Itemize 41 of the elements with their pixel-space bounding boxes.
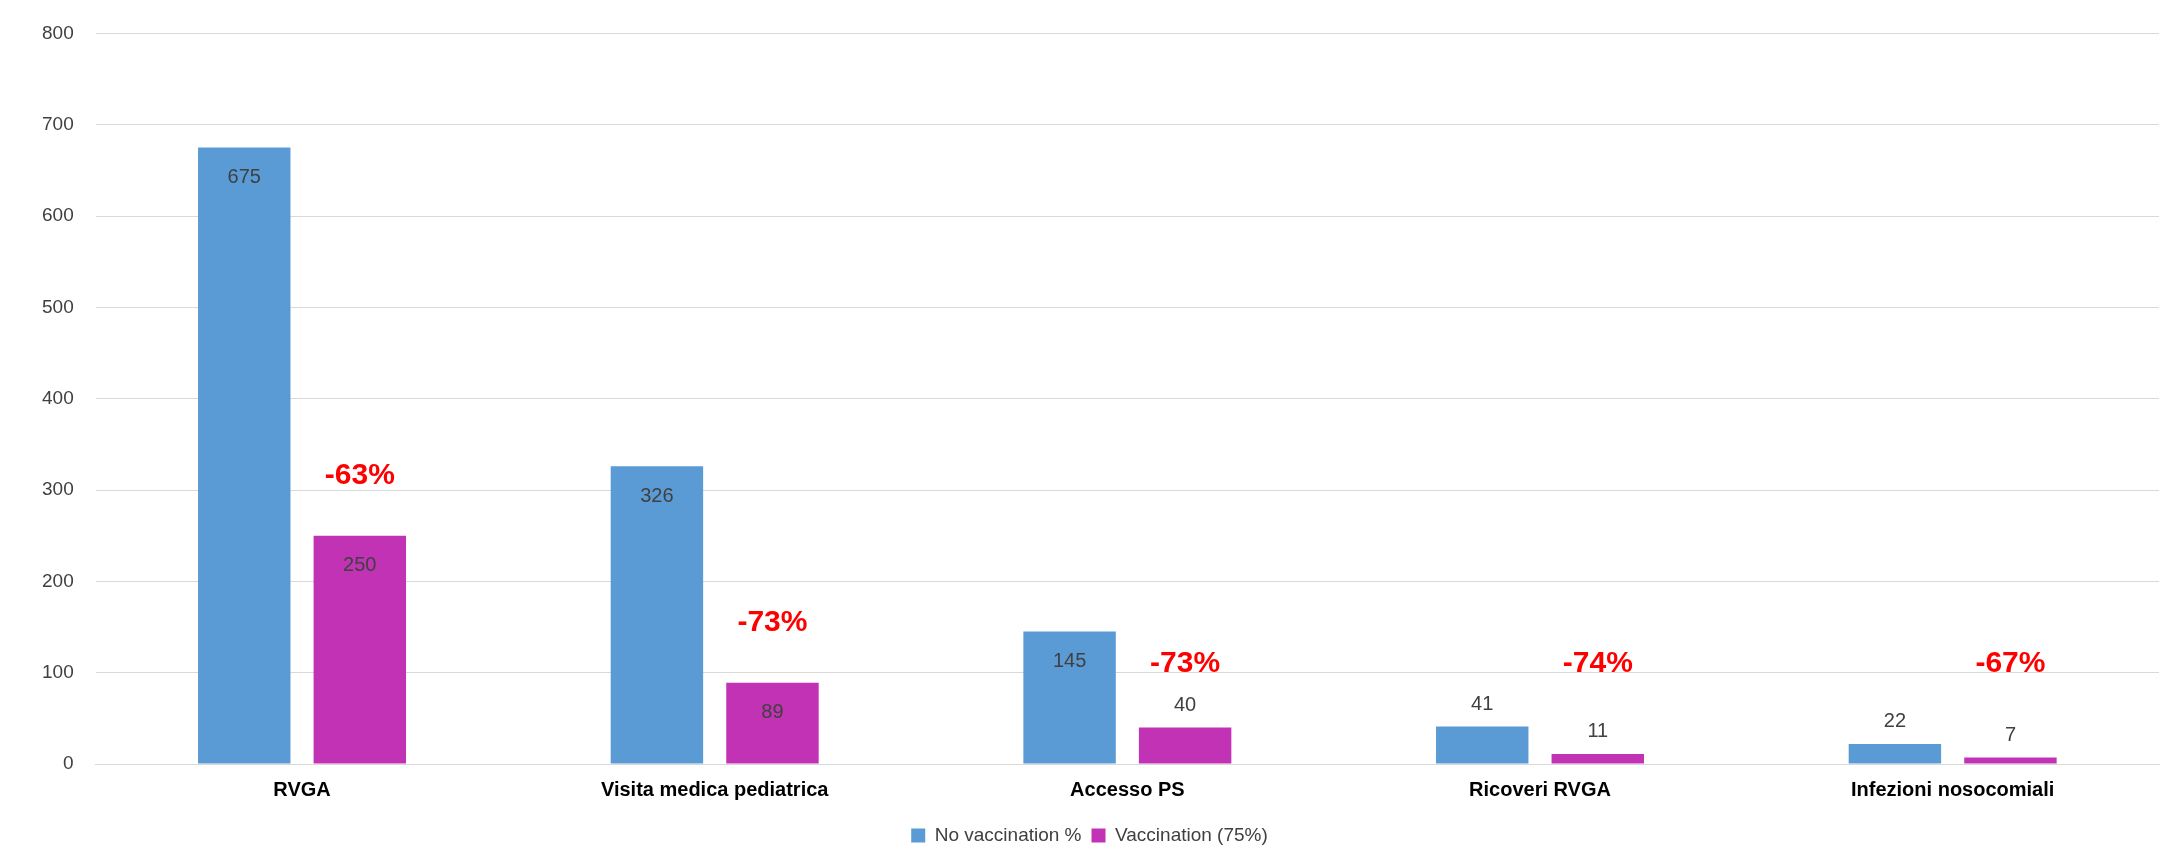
x-tick-label: Ricoveri RVGA <box>1469 777 1611 800</box>
annotation: -73% <box>737 603 808 637</box>
data-label: 7 <box>2004 723 2017 746</box>
legend-label: Vaccination (75%) <box>1115 823 1268 845</box>
x-tick-label: RVGA <box>273 777 331 800</box>
bar <box>313 535 407 764</box>
y-tick-label: 200 <box>42 569 74 591</box>
y-tick-label: 100 <box>42 660 74 682</box>
y-tick-label: 0 <box>63 752 74 774</box>
legend-label: No vaccination % <box>934 823 1082 845</box>
data-label: 41 <box>1471 692 1494 715</box>
x-tick-label: Accesso PS <box>1070 777 1185 800</box>
bar <box>610 466 704 764</box>
bar <box>1436 726 1529 764</box>
bar <box>1551 753 1644 764</box>
data-label: 675 <box>227 165 261 188</box>
bar <box>1138 727 1232 764</box>
y-tick-label: 600 <box>42 204 74 226</box>
data-label: 250 <box>343 553 377 576</box>
y-tick-label: 800 <box>42 21 74 43</box>
bar <box>1964 757 2057 764</box>
bar <box>1848 743 1942 764</box>
bar <box>1023 631 1116 764</box>
x-tick-label: Visita medica pediatrica <box>600 777 830 800</box>
data-label: 22 <box>1883 709 1907 732</box>
y-tick-label: 400 <box>42 386 74 408</box>
data-label: 89 <box>761 700 784 723</box>
bar <box>198 147 291 764</box>
annotation: -67% <box>1975 645 2046 679</box>
y-tick-label: 700 <box>42 112 74 134</box>
x-tick-label: Infezioni nosocomiali <box>1850 777 2055 800</box>
y-tick-label: 500 <box>42 295 74 317</box>
data-label: 40 <box>1174 692 1197 715</box>
data-label: 326 <box>640 483 674 506</box>
bar <box>726 682 819 764</box>
y-tick-label: 300 <box>42 478 74 500</box>
data-label: 145 <box>1052 649 1087 672</box>
annotation: -74% <box>1562 645 1633 679</box>
data-label: 11 <box>1587 719 1609 742</box>
annotation: -73% <box>1150 645 1221 679</box>
annotation: -63% <box>324 456 395 490</box>
